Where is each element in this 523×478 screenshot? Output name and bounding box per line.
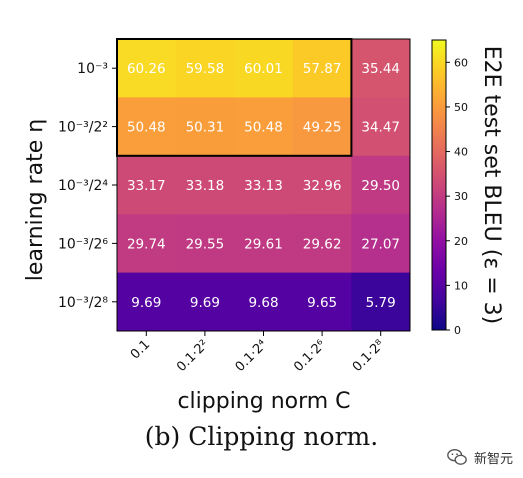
heatmap-cell-r2-c2 (234, 155, 294, 215)
cell-value-r0-c1: 59.58 (186, 61, 225, 77)
cell-value-r0-c2: 60.01 (244, 61, 283, 77)
cell-value-r3-c1: 29.55 (186, 236, 225, 252)
y-axis-label: learning rate η (23, 119, 48, 281)
cell-value-r2-c2: 33.13 (244, 178, 283, 194)
heatmap-cell-labels: 60.26 59.58 60.01 57.87 35.44 50.48 50.31 50.48… (127, 61, 400, 311)
heatmap-cell-r0-c2 (234, 39, 294, 98)
colorbar-tick-label-6: 60 (454, 56, 468, 69)
cell-value-r1-c4: 34.47 (361, 120, 400, 136)
cell-value-r3-c2: 29.61 (244, 236, 283, 252)
chat-bubble-icon (447, 448, 467, 465)
heatmap-cell-r3-c4 (351, 214, 411, 274)
heatmap-cell-r3-c2 (234, 214, 294, 274)
colorbar-tick-label-5: 50 (454, 101, 468, 114)
x-axis-ticks: 0.1 0.1·2² 0.1·2⁴ 0.1·2⁶ 0.1·2⁸ (128, 331, 388, 375)
heatmap-cell-r2-c3 (292, 155, 352, 215)
cell-value-r4-c0: 9.69 (131, 295, 161, 311)
x-tick-label-0: 0.1 (128, 337, 153, 362)
cell-value-r2-c3: 32.96 (303, 178, 342, 194)
cell-value-r2-c4: 29.50 (361, 178, 400, 194)
colorbar-tick-label-1: 10 (454, 279, 468, 292)
heatmap-cell-r3-c0 (117, 214, 177, 274)
colorbar-ticks: 0 10 20 30 40 50 60 (446, 56, 468, 337)
heatmap-cell-r1-c3 (292, 97, 352, 157)
heatmap-cell-r4-c0 (117, 272, 177, 332)
heatmap-cell-r3-c1 (175, 214, 235, 274)
cell-value-r2-c1: 33.18 (186, 178, 225, 194)
watermark: 新智元 (446, 446, 513, 468)
cell-value-r1-c3: 49.25 (303, 120, 342, 136)
cell-value-r4-c4: 5.79 (366, 295, 396, 311)
heatmap-cell-r1-c2 (234, 97, 294, 157)
cell-value-r3-c3: 29.62 (303, 236, 342, 252)
heatmap-cell-r1-c0 (117, 97, 177, 157)
heatmap-cell-r4-c4 (351, 272, 411, 332)
figure-caption: (b) Clipping norm. (144, 422, 379, 451)
colorbar-tick-label-2: 20 (454, 235, 468, 248)
cell-value-r3-c4: 27.07 (361, 236, 400, 252)
heatmap-cell-r0-c4 (351, 39, 411, 98)
heatmap-cell-r0-c3 (292, 39, 352, 98)
cell-value-r4-c2: 9.68 (248, 295, 278, 311)
cell-value-r1-c0: 50.48 (127, 120, 166, 136)
heatmap-cell-r0-c1 (175, 39, 235, 98)
cell-value-r4-c1: 9.69 (190, 295, 220, 311)
colorbar-label: E2E test set BLEU (ε = 3) (479, 46, 504, 324)
cell-value-r1-c1: 50.31 (186, 120, 225, 136)
heatmap-cell-r4-c3 (292, 272, 352, 332)
heatmap-cell-r0-c0 (117, 39, 177, 98)
x-tick-label-2: 0.1·2⁴ (233, 337, 271, 375)
y-tick-label-2: 10⁻³/2⁴ (58, 178, 108, 194)
x-tick-label-3: 0.1·2⁶ (291, 337, 329, 375)
watermark-text: 新智元 (473, 451, 513, 467)
x-tick-label-4: 0.1·2⁸ (350, 337, 388, 375)
heatmap-cell-r1-c4 (351, 97, 411, 157)
y-tick-label-3: 10⁻³/2⁶ (58, 236, 108, 252)
y-tick-label-4: 10⁻³/2⁸ (58, 295, 108, 311)
colorbar-tick-label-0: 0 (454, 324, 461, 337)
heatmap-cell-r4-c2 (234, 272, 294, 332)
x-axis-label: clipping norm C (177, 389, 350, 414)
cell-value-r0-c3: 57.87 (303, 61, 342, 77)
y-tick-label-1: 10⁻³/2² (58, 120, 108, 136)
y-tick-label-0: 10⁻³ (77, 61, 108, 77)
cell-value-r0-c4: 35.44 (361, 61, 400, 77)
heatmap-cell-r2-c4 (351, 155, 411, 215)
cell-value-r4-c3: 9.65 (307, 295, 337, 311)
heatmap-cell-r2-c1 (175, 155, 235, 215)
y-axis-ticks: 10⁻³ 10⁻³/2² 10⁻³/2⁴ 10⁻³/2⁶ 10⁻³/2⁸ (58, 61, 117, 311)
cell-value-r3-c0: 29.74 (127, 236, 166, 252)
cell-value-r2-c0: 33.17 (127, 178, 166, 194)
colorbar-tick-label-4: 40 (454, 146, 468, 159)
heatmap-cells (117, 39, 411, 332)
cell-value-r1-c2: 50.48 (244, 120, 283, 136)
colorbar (431, 39, 447, 331)
cell-value-r0-c0: 60.26 (127, 61, 166, 77)
heatmap-cell-r4-c1 (175, 272, 235, 332)
colorbar-tick-label-3: 30 (454, 190, 468, 203)
heatmap-cell-r2-c0 (117, 155, 177, 215)
heatmap-cell-r1-c1 (175, 97, 235, 157)
heatmap-cell-r3-c3 (292, 214, 352, 274)
x-tick-label-1: 0.1·2² (174, 337, 212, 375)
